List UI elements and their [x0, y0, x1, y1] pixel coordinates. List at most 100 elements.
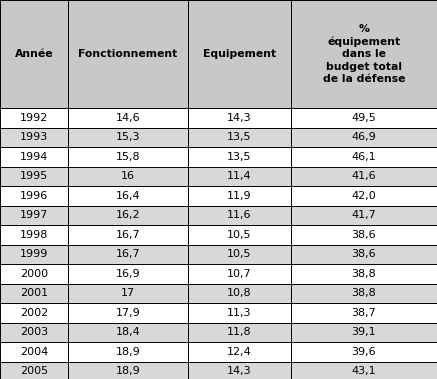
Bar [291, 166, 437, 186]
Text: 39,6: 39,6 [351, 347, 376, 357]
Bar [0, 342, 68, 362]
Bar [291, 342, 437, 362]
Text: 38,8: 38,8 [351, 269, 376, 279]
Bar [291, 108, 437, 127]
Bar [68, 186, 188, 205]
Bar [0, 0, 68, 108]
Text: 38,6: 38,6 [351, 230, 376, 240]
Bar [0, 166, 68, 186]
Text: 2004: 2004 [20, 347, 48, 357]
Text: 15,8: 15,8 [115, 152, 140, 162]
Text: 16,9: 16,9 [115, 269, 140, 279]
Bar [0, 362, 68, 379]
Bar [0, 303, 68, 323]
Bar [0, 225, 68, 244]
Text: 1997: 1997 [20, 210, 48, 220]
Text: 10,7: 10,7 [227, 269, 252, 279]
Bar [188, 166, 291, 186]
Text: 49,5: 49,5 [351, 113, 376, 123]
Bar [0, 108, 68, 127]
Bar [68, 342, 188, 362]
Text: 13,5: 13,5 [227, 152, 252, 162]
Bar [0, 186, 68, 205]
Text: 17,9: 17,9 [115, 308, 140, 318]
Bar [68, 147, 188, 166]
Text: 10,8: 10,8 [227, 288, 252, 298]
Bar [291, 0, 437, 108]
Text: 18,9: 18,9 [115, 366, 140, 376]
Bar [68, 127, 188, 147]
Text: 46,9: 46,9 [351, 132, 376, 142]
Bar [188, 244, 291, 264]
Bar [188, 205, 291, 225]
Text: 2002: 2002 [20, 308, 48, 318]
Bar [0, 283, 68, 303]
Text: Fonctionnement: Fonctionnement [78, 49, 177, 59]
Bar [188, 323, 291, 342]
Text: 1993: 1993 [20, 132, 48, 142]
Bar [0, 244, 68, 264]
Bar [68, 108, 188, 127]
Bar [188, 147, 291, 166]
Text: 15,3: 15,3 [115, 132, 140, 142]
Text: 38,7: 38,7 [351, 308, 376, 318]
Bar [188, 303, 291, 323]
Text: 14,6: 14,6 [115, 113, 140, 123]
Text: 18,4: 18,4 [115, 327, 140, 337]
Text: 42,0: 42,0 [351, 191, 376, 201]
Bar [291, 205, 437, 225]
Text: 16,7: 16,7 [115, 249, 140, 259]
Text: 11,6: 11,6 [227, 210, 252, 220]
Bar [188, 225, 291, 244]
Bar [68, 225, 188, 244]
Text: Equipement: Equipement [203, 49, 276, 59]
Text: 17: 17 [121, 288, 135, 298]
Text: 38,6: 38,6 [351, 249, 376, 259]
Bar [291, 147, 437, 166]
Bar [68, 264, 188, 283]
Bar [0, 264, 68, 283]
Bar [68, 303, 188, 323]
Bar [291, 127, 437, 147]
Bar [188, 283, 291, 303]
Bar [291, 264, 437, 283]
Text: 18,9: 18,9 [115, 347, 140, 357]
Text: 1999: 1999 [20, 249, 48, 259]
Bar [291, 283, 437, 303]
Bar [291, 244, 437, 264]
Text: 43,1: 43,1 [351, 366, 376, 376]
Text: 12,4: 12,4 [227, 347, 252, 357]
Text: 38,8: 38,8 [351, 288, 376, 298]
Bar [291, 323, 437, 342]
Bar [68, 205, 188, 225]
Bar [68, 0, 188, 108]
Text: 2003: 2003 [20, 327, 48, 337]
Bar [0, 147, 68, 166]
Text: 41,7: 41,7 [351, 210, 376, 220]
Text: 46,1: 46,1 [351, 152, 376, 162]
Text: 1995: 1995 [20, 171, 48, 181]
Bar [291, 186, 437, 205]
Text: 39,1: 39,1 [351, 327, 376, 337]
Text: 2001: 2001 [20, 288, 48, 298]
Bar [0, 323, 68, 342]
Text: 10,5: 10,5 [227, 230, 252, 240]
Bar [188, 108, 291, 127]
Text: 14,3: 14,3 [227, 366, 252, 376]
Text: 13,5: 13,5 [227, 132, 252, 142]
Bar [188, 127, 291, 147]
Text: 10,5: 10,5 [227, 249, 252, 259]
Bar [68, 166, 188, 186]
Bar [0, 127, 68, 147]
Bar [188, 264, 291, 283]
Text: 11,4: 11,4 [227, 171, 252, 181]
Bar [291, 362, 437, 379]
Bar [0, 205, 68, 225]
Text: 11,8: 11,8 [227, 327, 252, 337]
Text: 11,9: 11,9 [227, 191, 252, 201]
Text: 16,7: 16,7 [115, 230, 140, 240]
Text: Année: Année [14, 49, 53, 59]
Bar [68, 323, 188, 342]
Bar [68, 244, 188, 264]
Bar [188, 186, 291, 205]
